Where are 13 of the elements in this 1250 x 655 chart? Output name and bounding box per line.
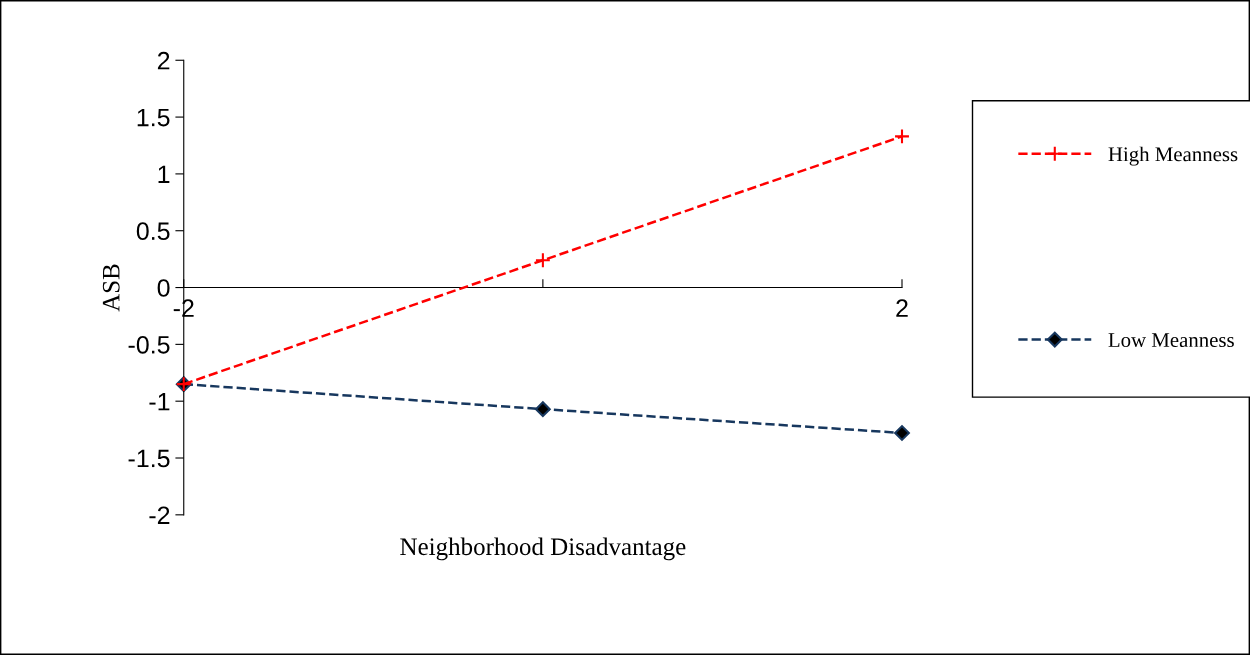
y-tick-label: 2	[157, 51, 170, 70]
y-tick-label: -2	[149, 506, 170, 524]
y-tick-label: 0.5	[136, 222, 170, 241]
y-tick-label: 0	[157, 279, 170, 297]
legend-label: Low Meanness	[1108, 333, 1234, 348]
y-tick-label: -1	[149, 393, 170, 411]
y-tick-label: 1	[158, 165, 170, 183]
x-axis-title: Neighborhood Disadvantage	[400, 537, 686, 561]
y-tick-label: -1.5	[128, 449, 170, 468]
y-tick-label: 1.5	[137, 108, 170, 127]
y-axis-title: ASB	[102, 264, 120, 312]
legend-label: High Meanness	[1108, 146, 1238, 166]
y-tick-label: -0.5	[128, 335, 170, 354]
